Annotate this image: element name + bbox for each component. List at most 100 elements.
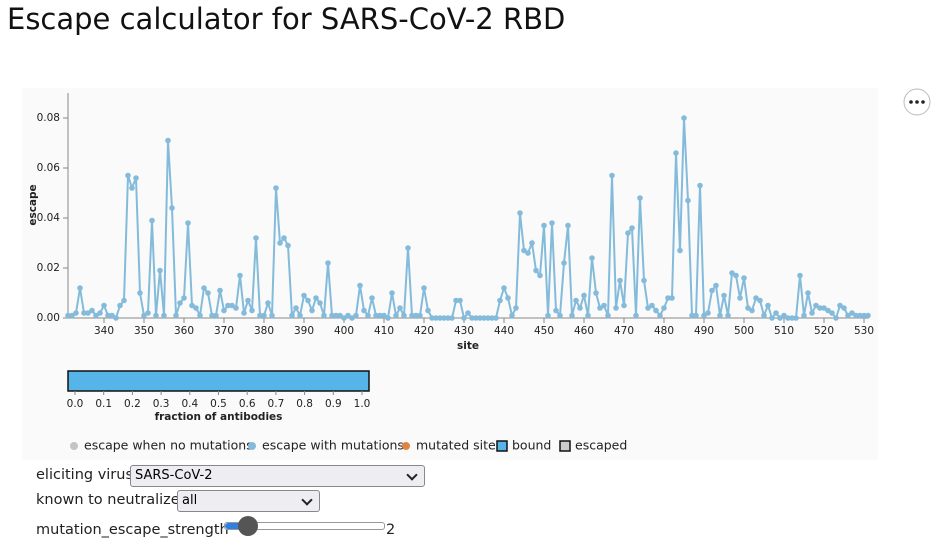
point xyxy=(441,315,447,321)
virus-select[interactable]: SARS-CoV-2 xyxy=(130,465,425,487)
slider-thumb[interactable] xyxy=(238,516,258,536)
point xyxy=(769,315,775,321)
point xyxy=(221,307,227,314)
x-tick-label: 0.4 xyxy=(181,398,198,410)
point xyxy=(497,297,503,304)
point xyxy=(469,315,475,321)
point xyxy=(737,295,743,301)
point xyxy=(149,217,155,224)
point xyxy=(129,185,135,191)
point xyxy=(637,195,643,201)
point xyxy=(205,290,211,296)
point xyxy=(797,272,803,279)
point xyxy=(257,312,263,319)
point xyxy=(349,315,355,321)
x-tick-label: 450 xyxy=(534,325,554,337)
point xyxy=(589,255,595,261)
point xyxy=(529,240,535,246)
strength-label: mutation_escape_strength xyxy=(36,522,229,538)
point xyxy=(461,315,467,321)
point xyxy=(673,150,679,156)
legend-symbol xyxy=(496,440,508,452)
point xyxy=(265,300,271,306)
point xyxy=(65,312,71,319)
bound-brush xyxy=(67,370,370,392)
point xyxy=(537,272,543,279)
point xyxy=(633,312,639,319)
point xyxy=(237,272,243,279)
point xyxy=(641,277,647,284)
point xyxy=(697,182,703,189)
point xyxy=(781,312,787,319)
x-tick-label: 440 xyxy=(494,325,514,337)
point xyxy=(721,292,727,299)
point xyxy=(313,295,319,301)
point xyxy=(69,312,75,319)
point xyxy=(693,312,699,319)
point xyxy=(213,312,219,319)
point xyxy=(521,247,527,254)
point xyxy=(125,172,131,179)
point xyxy=(677,247,683,254)
point xyxy=(77,285,83,291)
point xyxy=(809,310,815,316)
x-tick-label: 0.5 xyxy=(210,398,227,410)
point xyxy=(277,240,283,246)
point xyxy=(841,305,847,311)
point xyxy=(101,302,107,309)
point xyxy=(761,312,767,319)
point xyxy=(253,235,259,241)
point xyxy=(733,272,739,279)
point xyxy=(713,282,719,289)
x-tick-label: 470 xyxy=(614,325,634,337)
point xyxy=(477,315,483,321)
point xyxy=(217,287,223,294)
point xyxy=(621,302,627,309)
neutralize-select[interactable]: all xyxy=(177,490,320,512)
point xyxy=(489,315,495,321)
x-tick-label: 430 xyxy=(454,325,474,337)
x-tick-label: 490 xyxy=(694,325,714,337)
point xyxy=(245,297,251,304)
point xyxy=(409,312,415,319)
slider-fill xyxy=(225,523,249,529)
point xyxy=(501,285,507,291)
point xyxy=(801,312,807,319)
point xyxy=(273,185,279,191)
y-tick-label: 0.04 xyxy=(37,212,61,224)
x-tick-label: 0.0 xyxy=(67,398,84,410)
point xyxy=(297,312,303,319)
point xyxy=(85,310,91,316)
point xyxy=(141,312,147,319)
point xyxy=(449,315,455,321)
point xyxy=(745,305,751,311)
page-title: Escape calculator for SARS-CoV-2 RBD xyxy=(7,2,566,36)
point xyxy=(117,302,123,309)
point xyxy=(629,225,635,231)
point xyxy=(485,315,491,321)
point xyxy=(593,290,599,296)
point xyxy=(805,290,811,296)
point xyxy=(109,312,115,319)
point xyxy=(857,312,863,319)
x-tick-label: 380 xyxy=(254,325,274,337)
virus-label: eliciting virus xyxy=(36,467,134,483)
point xyxy=(369,295,375,301)
point xyxy=(261,312,267,319)
legend-label: mutated site xyxy=(416,438,496,453)
point xyxy=(581,292,587,299)
x-tick-label: 340 xyxy=(94,325,114,337)
point xyxy=(601,302,607,309)
point xyxy=(645,305,651,311)
x-tick-label: 530 xyxy=(854,325,874,337)
point xyxy=(681,115,687,121)
point xyxy=(557,312,563,319)
point xyxy=(561,260,567,266)
point xyxy=(701,312,707,319)
point xyxy=(73,310,79,316)
point xyxy=(653,307,659,314)
slider-track[interactable] xyxy=(224,522,385,530)
point xyxy=(229,302,235,309)
point xyxy=(317,300,323,306)
